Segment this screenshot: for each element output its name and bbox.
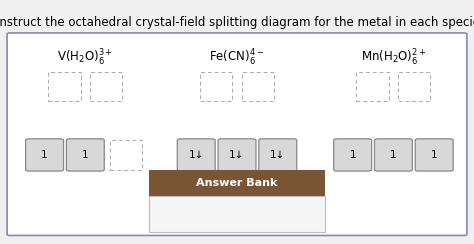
Bar bbox=[90, 72, 122, 101]
Bar bbox=[48, 72, 81, 101]
Bar bbox=[200, 72, 232, 101]
Bar bbox=[149, 170, 325, 196]
Bar bbox=[110, 140, 142, 170]
FancyBboxPatch shape bbox=[66, 139, 104, 171]
Text: 1↓: 1↓ bbox=[270, 150, 285, 160]
FancyBboxPatch shape bbox=[415, 139, 453, 171]
Text: Answer Bank: Answer Bank bbox=[196, 178, 278, 188]
FancyBboxPatch shape bbox=[7, 33, 467, 235]
FancyBboxPatch shape bbox=[250, 199, 288, 229]
Text: 1: 1 bbox=[195, 209, 202, 219]
Text: V(H$_2$O)$_6^{3+}$: V(H$_2$O)$_6^{3+}$ bbox=[57, 48, 113, 68]
FancyBboxPatch shape bbox=[177, 139, 215, 171]
Text: Construct the octahedral crystal-field splitting diagram for the metal in each s: Construct the octahedral crystal-field s… bbox=[0, 16, 474, 29]
Text: Mn(H$_2$O)$_6^{2+}$: Mn(H$_2$O)$_6^{2+}$ bbox=[361, 48, 426, 68]
Text: Fe(CN)$_6^{4-}$: Fe(CN)$_6^{4-}$ bbox=[210, 48, 264, 68]
FancyBboxPatch shape bbox=[334, 139, 372, 171]
FancyBboxPatch shape bbox=[374, 139, 412, 171]
Bar bbox=[398, 72, 430, 101]
Text: 1: 1 bbox=[431, 150, 438, 160]
FancyBboxPatch shape bbox=[259, 139, 297, 171]
Text: 1: 1 bbox=[390, 150, 397, 160]
Bar bbox=[356, 72, 389, 101]
Text: 1↓: 1↓ bbox=[189, 150, 204, 160]
FancyBboxPatch shape bbox=[218, 139, 256, 171]
Text: 1: 1 bbox=[41, 150, 48, 160]
Bar bbox=[149, 196, 325, 232]
FancyBboxPatch shape bbox=[180, 199, 218, 229]
Text: 1: 1 bbox=[349, 150, 356, 160]
FancyBboxPatch shape bbox=[26, 139, 64, 171]
Text: 1↓: 1↓ bbox=[229, 150, 245, 160]
Text: 1: 1 bbox=[82, 150, 89, 160]
Text: 1↓: 1↓ bbox=[261, 209, 276, 219]
Bar bbox=[242, 72, 274, 101]
